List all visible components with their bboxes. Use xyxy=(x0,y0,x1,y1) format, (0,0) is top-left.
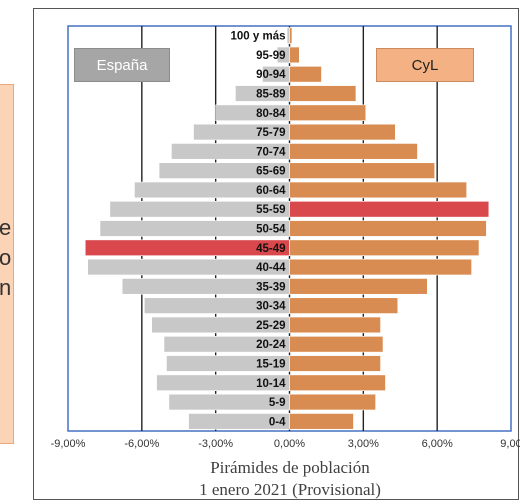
legend-spain: España xyxy=(74,48,170,82)
chart-caption-line2: 1 enero 2021 (Provisional) xyxy=(199,480,381,499)
bar-cyl xyxy=(289,85,357,102)
chart-caption-line1: Pirámides de población xyxy=(210,458,370,477)
bar-cyl xyxy=(289,123,396,141)
age-group-label: 95-99 xyxy=(256,50,285,62)
bar-spain xyxy=(286,27,290,44)
bar-cyl xyxy=(289,201,490,218)
bar-cyl xyxy=(289,413,354,430)
age-group-label: 30-34 xyxy=(256,301,286,313)
x-tick-label: 6,00% xyxy=(422,438,453,450)
bar-cyl xyxy=(289,355,381,372)
age-group-label: 85-89 xyxy=(256,89,285,101)
x-tick-label: -9,00% xyxy=(51,438,86,450)
bar-cyl xyxy=(289,239,480,256)
bar-cyl xyxy=(289,278,428,295)
bar-cyl xyxy=(289,66,322,83)
bar-cyl xyxy=(289,220,487,237)
x-tick-label: -6,00% xyxy=(124,438,159,450)
age-group-label: 55-59 xyxy=(256,204,285,216)
legend-cyl: CyL xyxy=(376,48,474,82)
bar-cyl xyxy=(289,393,376,411)
age-group-label: 90-94 xyxy=(256,69,286,81)
x-tick-label: 9,00 xyxy=(500,438,520,450)
age-group-label: 70-74 xyxy=(256,146,286,158)
age-group-label: 5-9 xyxy=(269,397,286,409)
bar-cyl xyxy=(289,258,472,276)
age-group-label: 40-44 xyxy=(256,262,286,274)
x-tick-label: -3,00% xyxy=(198,438,233,450)
bar-cyl xyxy=(289,162,436,179)
age-group-label: 60-64 xyxy=(256,185,286,197)
bar-cyl xyxy=(289,181,467,199)
bar-cyl xyxy=(289,374,386,391)
age-group-label: 0-4 xyxy=(269,416,286,428)
age-group-label: 25-29 xyxy=(256,320,285,332)
age-group-label: 50-54 xyxy=(256,224,286,236)
bar-cyl xyxy=(289,316,381,334)
bar-cyl xyxy=(289,104,367,121)
age-group-label: 45-49 xyxy=(256,243,285,255)
age-group-label: 15-19 xyxy=(256,359,285,371)
bar-cyl xyxy=(289,143,418,160)
age-group-label: 65-69 xyxy=(256,166,285,178)
age-group-label: 100 y más xyxy=(231,31,286,43)
age-group-label: 80-84 xyxy=(256,108,286,120)
age-group-label: 10-14 xyxy=(256,378,286,390)
left-text-panel: e o n xyxy=(0,84,14,444)
age-group-label: 35-39 xyxy=(256,281,285,293)
x-tick-label: 0,00% xyxy=(274,438,305,450)
panel-text-fragment: e xyxy=(0,215,12,240)
panel-text-fragment: o xyxy=(0,245,12,270)
bar-cyl xyxy=(289,297,399,314)
x-tick-label: 3,00% xyxy=(348,438,379,450)
bar-cyl xyxy=(289,336,384,353)
age-group-label: 75-79 xyxy=(256,127,285,139)
age-group-label: 20-24 xyxy=(256,339,286,351)
bar-cyl xyxy=(289,27,293,44)
bar-cyl xyxy=(289,46,300,64)
panel-text-fragment: n xyxy=(0,275,12,300)
